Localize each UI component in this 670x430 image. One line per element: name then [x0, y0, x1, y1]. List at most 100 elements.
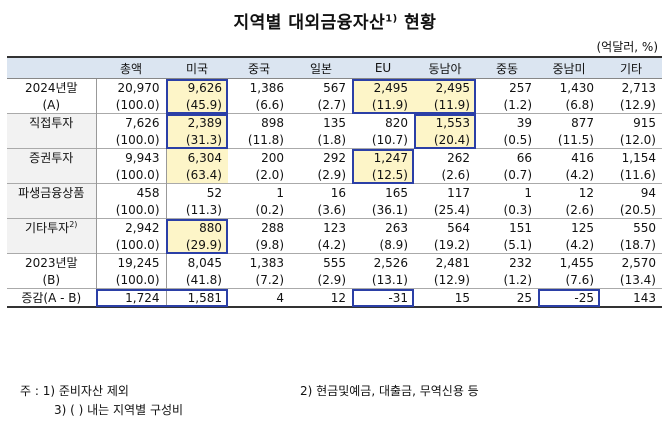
unit-label: (억달러, %): [596, 40, 658, 54]
cell-value: 1: [228, 183, 290, 201]
table-row: (100.0) (29.9) (9.8) (4.2) (8.9) (19.2) (5.1) (…: [7, 236, 662, 254]
cell-share: (10.7): [371, 132, 408, 147]
cell-value: 12: [290, 288, 352, 308]
cell-value: 2,570: [600, 253, 662, 271]
table-row: (100.0) (63.4) (2.0) (2.9) (12.5) (2.6) (0.7) (…: [7, 166, 662, 184]
cell-share: (41.8): [185, 272, 222, 287]
title-main: 지역별 대외금융자산: [233, 13, 386, 33]
cell-value: 8,045: [166, 253, 228, 271]
cell-value: 123: [290, 218, 352, 236]
cell-value: 257: [476, 78, 538, 96]
cell-share: (100.0): [96, 96, 167, 114]
row-label-footnote-mark: 2): [69, 220, 78, 229]
table-row: 2024년말 20,970 9,626 1,386 567 2,495 2,495 257 1,…: [7, 78, 662, 96]
table-row: 기타투자2) 2,942 880 288 123 263 564 151 125 550: [7, 218, 662, 236]
cell-value: 15: [414, 288, 476, 308]
cell-value: 2,526: [352, 253, 414, 271]
cell-value: 262: [414, 148, 476, 166]
cell-share: (100.0): [96, 271, 167, 289]
cell-share: (12.9): [619, 97, 656, 112]
cell-share: (19.2): [433, 237, 470, 252]
cell-value: 151: [476, 218, 538, 236]
cell-value: 880: [166, 218, 228, 236]
cell-share: (1.2): [503, 272, 532, 287]
cell-share: (13.1): [371, 272, 408, 287]
asset-table: 총액 미국 중국 일본 EU 동남아 중동 중남미 기타 2024년말 20,97…: [7, 56, 662, 308]
cell-share: (29.9): [166, 236, 228, 254]
cell-share: (25.4): [433, 202, 470, 217]
header-sea: 동남아: [414, 56, 476, 79]
row-label-text: 파생금융상품: [18, 186, 85, 200]
cell-value: 117: [414, 183, 476, 201]
row-label: (B): [7, 271, 97, 289]
row-label: (A): [7, 96, 97, 114]
footnote-2: 2) 현금및예금, 대출금, 무역신용 등: [300, 384, 479, 398]
table-row: 증권투자 9,943 6,304 200 292 1,247 262 66 416 1,154: [7, 148, 662, 166]
row-label-text: 2024년말: [24, 81, 78, 95]
cell-value: 1,154: [600, 148, 662, 166]
cell-share: (2.9): [317, 167, 346, 182]
cell-share: (2.6): [441, 167, 470, 182]
table-row: 파생금융상품 458 52 1 16 165 117 1 12 94: [7, 183, 662, 201]
cell-value: 555: [290, 253, 352, 271]
cell-share: (0.7): [503, 167, 532, 182]
cell-value: 2,495: [414, 78, 476, 96]
table-row: 증감(A - B) 1,724 1,581 4 12 -31 15 25 -25 143: [7, 288, 662, 308]
row-label: 증감(A - B): [7, 288, 97, 308]
cell-value: 1,553: [414, 113, 476, 131]
cell-share: (45.9): [166, 96, 228, 114]
cell-value: 550: [600, 218, 662, 236]
cell-share: (6.8): [565, 97, 594, 112]
cell-value: 143: [600, 288, 662, 308]
table-row: 직접투자 7,626 2,389 898 135 820 1,553 39 877 915: [7, 113, 662, 131]
row-label-text: 증권투자: [29, 151, 74, 165]
footnote-3: 3) ( ) 내는 지역별 구성비: [54, 403, 184, 417]
cell-share: (20.5): [619, 202, 656, 217]
cell-share: (9.8): [255, 237, 284, 252]
cell-value: 232: [476, 253, 538, 271]
cell-share: (11.9): [414, 96, 476, 114]
cell-share: (63.4): [166, 166, 228, 184]
cell-value: 416: [538, 148, 600, 166]
cell-value: 20,970: [96, 78, 167, 96]
cell-share: (4.2): [565, 237, 594, 252]
cell-share: (18.7): [619, 237, 656, 252]
row-label: 직접투자: [7, 113, 97, 131]
table-row: (B) (100.0) (41.8) (7.2) (2.9) (13.1) (12.9) (1…: [7, 271, 662, 289]
row-label-text: 기타투자: [25, 221, 70, 235]
cell-share: (8.9): [379, 237, 408, 252]
cell-value: 288: [228, 218, 290, 236]
cell-share: (2.0): [255, 167, 284, 182]
cell-value: 1,386: [228, 78, 290, 96]
cell-value: 125: [538, 218, 600, 236]
cell-value: -31: [352, 288, 414, 308]
cell-share: (2.6): [565, 202, 594, 217]
title-footnote-mark: 1): [385, 13, 398, 25]
row-label: 파생금융상품: [7, 183, 97, 201]
cell-share: (31.3): [166, 131, 228, 149]
footnotes: 주 : 1) 준비자산 제외 2) 현금및예금, 대출금, 무역신용 등 3) …: [20, 382, 479, 420]
page-title: 지역별 대외금융자산1) 현황: [0, 8, 670, 33]
cell-value: 898: [228, 113, 290, 131]
cell-share: (3.6): [317, 202, 346, 217]
cell-share: (2.9): [317, 272, 346, 287]
row-label-text: 증감(A - B): [21, 291, 82, 305]
cell-share: (1.2): [503, 97, 532, 112]
header-us: 미국: [166, 56, 228, 79]
header-total: 총액: [96, 56, 166, 79]
cell-share: (11.9): [352, 96, 414, 114]
cell-value: 1,724: [96, 288, 167, 308]
cell-value: 135: [290, 113, 352, 131]
cell-value: 820: [352, 113, 414, 131]
header-mideast: 중동: [476, 56, 538, 79]
cell-value: 9,626: [166, 78, 228, 96]
cell-share: (20.4): [414, 131, 476, 149]
cell-value: 2,495: [352, 78, 414, 96]
cell-share: (6.6): [255, 97, 284, 112]
cell-share: (0.5): [503, 132, 532, 147]
cell-share: (1.8): [317, 132, 346, 147]
cell-value: 12: [538, 183, 600, 201]
row-label: 기타투자2): [7, 218, 97, 236]
cell-share: (100.0): [96, 166, 167, 184]
cell-share: (11.6): [619, 167, 656, 182]
